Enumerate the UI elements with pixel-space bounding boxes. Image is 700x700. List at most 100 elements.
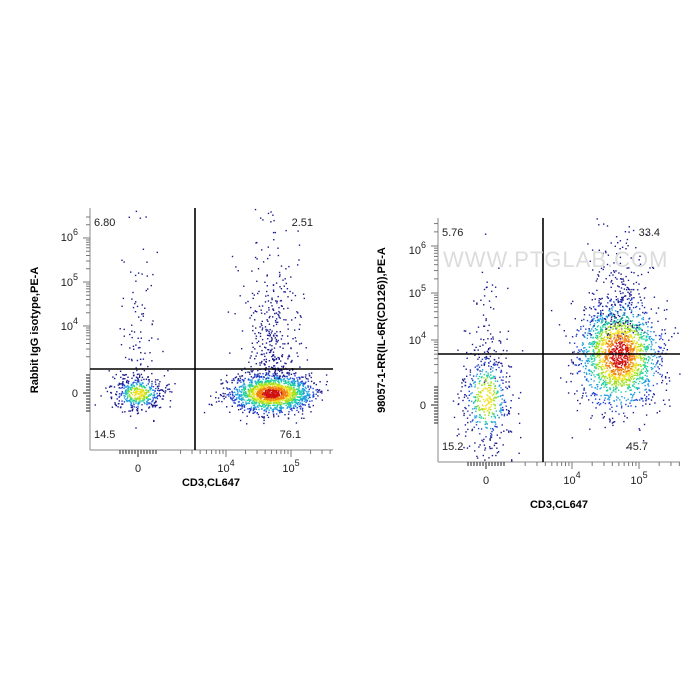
event-dot — [121, 411, 124, 413]
event-dot — [604, 318, 607, 321]
event-dot — [144, 391, 146, 394]
event-dot — [614, 349, 617, 352]
event-dot — [135, 388, 137, 390]
event-dot — [613, 357, 616, 360]
event-dot — [243, 285, 245, 287]
event-dot — [621, 281, 623, 283]
event-dot — [259, 396, 261, 398]
event-dot — [478, 381, 481, 383]
event-dot — [130, 392, 133, 394]
event-dot — [138, 385, 141, 388]
event-dot — [641, 318, 643, 320]
event-dot — [105, 387, 107, 389]
event-dot — [639, 399, 641, 401]
event-dot — [263, 412, 265, 415]
event-dot — [281, 394, 283, 397]
event-dot — [114, 377, 116, 380]
event-dot — [260, 396, 262, 398]
event-dot — [614, 316, 616, 318]
event-dot — [617, 356, 620, 358]
event-dot — [469, 414, 471, 416]
event-dot — [638, 329, 640, 331]
event-dot — [250, 306, 252, 309]
event-dot — [309, 394, 311, 396]
event-dot — [108, 386, 111, 388]
event-dot — [478, 416, 480, 418]
event-dot — [627, 405, 629, 407]
event-dot — [630, 346, 632, 348]
event-dot — [590, 384, 592, 386]
event-dot — [286, 377, 289, 380]
event-dot — [595, 407, 597, 409]
event-dot — [621, 384, 623, 386]
event-dot — [622, 349, 624, 351]
event-dot — [640, 349, 642, 351]
event-dot — [614, 388, 617, 390]
event-dot — [640, 370, 642, 373]
event-dot — [628, 226, 630, 228]
event-dot — [614, 276, 617, 279]
event-dot — [235, 376, 238, 378]
event-dot — [635, 364, 637, 367]
event-dot — [500, 389, 502, 392]
event-dot — [595, 367, 597, 370]
event-dot — [144, 402, 146, 405]
event-dot — [245, 392, 248, 395]
event-dot — [242, 394, 244, 396]
event-dot — [281, 372, 284, 374]
event-dot — [615, 347, 617, 349]
event-dot — [159, 406, 162, 409]
event-dot — [617, 397, 619, 399]
event-dot — [477, 399, 479, 401]
event-dot — [143, 401, 145, 404]
event-dot — [266, 408, 269, 410]
event-dot — [215, 391, 217, 393]
event-dot — [277, 380, 279, 382]
event-dot — [268, 360, 271, 362]
event-dot — [238, 401, 240, 403]
event-dot — [289, 396, 292, 399]
event-dot — [631, 288, 633, 291]
event-dot — [259, 362, 261, 364]
event-dot — [272, 284, 275, 286]
event-dot — [462, 410, 464, 412]
event-dot — [285, 385, 287, 387]
event-dot — [264, 409, 266, 411]
event-dot — [280, 377, 282, 380]
event-dot — [273, 290, 275, 293]
event-dot — [485, 388, 487, 390]
event-dot — [494, 377, 496, 380]
event-dot — [294, 400, 296, 402]
event-dot — [285, 386, 287, 389]
event-dot — [477, 358, 479, 360]
event-dot — [483, 351, 486, 353]
event-dot — [618, 378, 621, 380]
event-dot — [255, 408, 257, 410]
event-dot — [602, 375, 604, 378]
event-dot — [608, 375, 611, 377]
event-dot — [293, 401, 295, 403]
event-dot — [269, 393, 272, 395]
event-dot — [302, 404, 304, 406]
event-dot — [283, 365, 285, 367]
event-dot — [255, 363, 257, 365]
event-dot — [121, 400, 123, 402]
event-dot — [253, 294, 255, 296]
event-dot — [599, 360, 601, 362]
event-dot — [125, 389, 127, 391]
event-dot — [489, 401, 491, 403]
event-dot — [303, 297, 305, 300]
event-dot — [222, 382, 224, 384]
event-dot — [120, 383, 123, 385]
event-dot — [152, 320, 154, 322]
event-dot — [500, 371, 503, 373]
event-dot — [499, 384, 501, 386]
event-dot — [583, 347, 585, 349]
event-dot — [127, 376, 129, 378]
event-dot — [293, 397, 295, 399]
event-dot — [507, 409, 510, 412]
event-dot — [266, 385, 269, 387]
event-dot — [298, 259, 300, 261]
event-dot — [599, 341, 601, 343]
event-dot — [238, 394, 241, 396]
